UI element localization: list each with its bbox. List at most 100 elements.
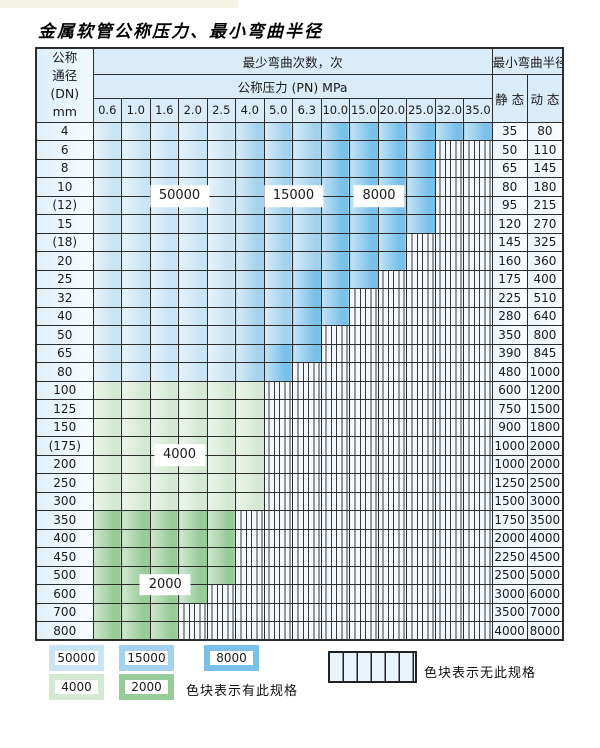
spec-cell-2000 [206,528,236,548]
table-row: (18) 145 325 [35,232,564,252]
no-spec-cell [434,454,464,474]
no-spec-cell [235,602,265,622]
dn-value: 400 [35,528,94,548]
dn-value: 350 [35,510,94,530]
table-row: 10 80 180 [35,177,564,197]
spec-cell-8000 [349,269,379,289]
static-value: 2500 [491,565,528,585]
no-spec-cell [463,473,493,493]
spec-cell-8000 [406,121,436,141]
no-spec-cell [463,158,493,178]
no-spec-cell [349,565,379,585]
no-spec-cell [463,510,493,530]
spec-cell-15000 [235,288,265,308]
table-row: 50 350 800 [35,325,564,345]
no-spec-cell [434,528,464,548]
spec-cell-2000 [121,621,151,641]
spec-cell-4000 [121,436,151,456]
page-title: 金属软管公称压力、最小弯曲半径 [38,22,323,43]
no-spec-cell [263,380,293,400]
static-value: 750 [491,399,528,419]
pressure-value-header: 6.3 [292,97,322,123]
spec-cell-50000 [149,343,179,363]
no-spec-cell [406,399,436,419]
spec-cell-8000 [406,140,436,160]
no-spec-cell [434,380,464,400]
table-row: 200 1000 2000 [35,454,564,474]
spec-cell-50000 [206,158,236,178]
spec-cell-4000 [178,417,208,437]
spec-cell-50000 [121,177,151,197]
dn-value: 50 [35,325,94,345]
no-spec-cell [463,195,493,215]
spec-cell-4000 [235,454,265,474]
spec-cell-15000 [235,177,265,197]
table-row: 100 600 1200 [35,380,564,400]
spec-cell-8000 [463,121,493,141]
spec-cell-4000 [206,417,236,437]
spec-cell-50000 [206,269,236,289]
header-dn-line: mm [52,104,77,120]
no-spec-cell [406,454,436,474]
legend-swatch-8000: 8000 [204,645,259,671]
dynamic-value: 2000 [526,454,564,474]
spec-cell-50000 [178,269,208,289]
dynamic-value: 7000 [526,602,564,622]
spec-cell-4000 [149,399,179,419]
no-spec-cell [178,621,208,641]
no-spec-cell [434,306,464,326]
spec-cell-4000 [92,491,122,511]
dn-value: 65 [35,343,94,363]
no-spec-cell [434,584,464,604]
zone-label-8000: 8000 [353,185,405,207]
pressure-value-header: 5.0 [263,97,293,123]
no-spec-cell [377,325,407,345]
spec-cell-4000 [121,454,151,474]
no-spec-cell [463,325,493,345]
legend-swatch-label: 4000 [61,680,92,694]
dn-value: (18) [35,232,94,252]
spec-cell-15000 [263,306,293,326]
spec-cell-15000 [235,121,265,141]
no-spec-cell [292,399,322,419]
spec-cell-4000 [235,380,265,400]
spec-cell-2000 [149,621,179,641]
no-spec-cell [434,417,464,437]
spec-cell-15000 [235,140,265,160]
spec-cell-15000 [263,325,293,345]
spec-cell-50000 [121,140,151,160]
spec-cell-4000 [92,473,122,493]
no-spec-cell [406,269,436,289]
dynamic-value: 640 [526,306,564,326]
table-row: 125 750 1500 [35,399,564,419]
no-spec-cell [292,380,322,400]
static-value: 65 [491,158,528,178]
table-row: 40 280 640 [35,306,564,326]
no-spec-cell [406,473,436,493]
spec-cell-50000 [178,121,208,141]
spec-cell-4000 [92,454,122,474]
spec-cell-15000 [263,214,293,234]
no-spec-cell [320,325,350,345]
static-value: 900 [491,417,528,437]
no-spec-cell [406,491,436,511]
no-spec-cell [463,362,493,382]
spec-cell-8000 [377,158,407,178]
spec-cell-8000 [320,232,350,252]
dn-value: 10 [35,177,94,197]
dynamic-value: 325 [526,232,564,252]
no-spec-cell [434,140,464,160]
spec-cell-50000 [206,232,236,252]
dynamic-value: 215 [526,195,564,215]
no-spec-cell [406,584,436,604]
dynamic-value: 270 [526,214,564,234]
spec-cell-50000 [149,232,179,252]
static-value: 3500 [491,602,528,622]
dn-value: 25 [35,269,94,289]
spec-table: 公称 通径 (DN) mm 最少弯曲次数，次 最小弯曲半径 公称压力 (PN) MPa… [35,47,565,641]
no-spec-cell [406,288,436,308]
no-spec-cell [349,362,379,382]
no-spec-cell [434,399,464,419]
no-spec-cell [349,584,379,604]
dynamic-value: 3000 [526,491,564,511]
